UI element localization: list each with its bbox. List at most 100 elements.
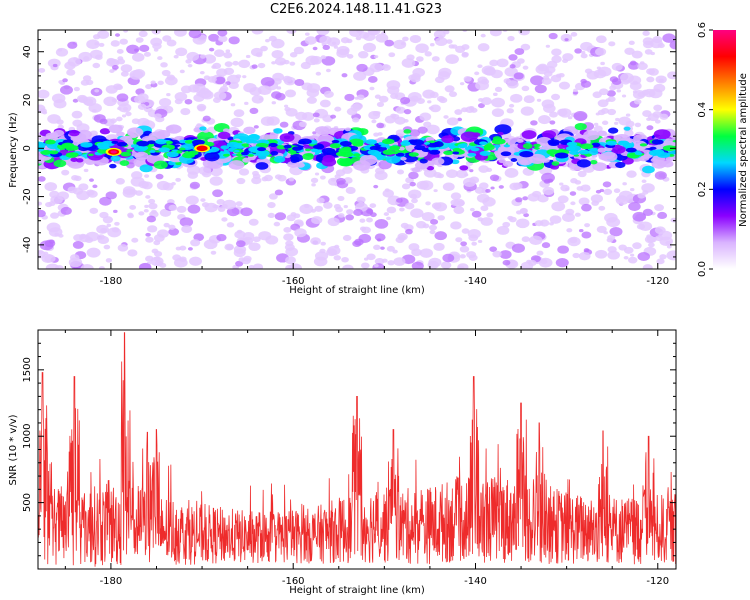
spectrogram-cell [433,202,448,212]
spectrogram-cell [576,159,591,168]
spectrogram-cell [144,174,150,178]
spectrogram-cell [374,233,386,242]
spectrogram-cell [38,250,44,254]
spectrogram-cell [431,56,440,62]
spectrogram-cell [325,68,331,73]
spectrogram-cell [346,54,354,59]
spectrogram-cell [470,147,480,152]
spectrogram-cell [331,139,340,144]
spectrogram-cell [515,218,530,229]
spectrogram-cell [611,78,622,86]
spectrogram-cell [444,85,455,93]
spectrogram-cell [529,235,543,245]
spectrogram-cell [339,141,352,147]
spectrogram-cell [52,63,58,68]
spectrogram-cell [574,180,582,185]
spectrogram-cell [492,92,498,96]
spectrogram-cell [235,74,242,79]
spectrogram-cell [233,149,240,153]
spectrogram-cell [40,149,52,155]
spectrogram-cell [489,59,499,67]
spectrogram-cell [147,225,158,233]
spectrogram-cell [139,164,153,173]
spectrogram-cell [208,33,220,42]
spectrogram-cell [53,159,67,168]
spectrogram-cell [596,225,607,234]
spectrogram-cell [608,127,619,134]
spectrogram-cell [284,104,289,108]
spectrogram-cell [583,248,590,253]
spectrogram-cell [116,93,129,102]
spectrogram-cell [455,45,466,54]
spectrogram-cell [251,64,258,69]
spectrogram-cell [305,153,314,157]
spectrogram-cell [602,181,612,188]
spectrogram-cell [590,159,598,165]
spectrogram-cell [92,62,101,69]
spectrogram-cell [38,67,46,73]
spectrogram-cell [599,188,605,193]
spectrogram-cell [595,112,600,116]
spectrogram-cell [187,247,193,251]
spectrogram-cell [310,148,319,153]
spectrogram-cell [340,37,350,44]
spectrogram-cell [400,96,411,105]
spectrogram-cell [170,182,176,186]
spectrogram-cell [566,228,573,233]
spectrogram-cell [344,93,355,102]
spectrogram-cell [433,189,438,193]
spectrogram-cell [623,126,631,131]
spectrogram-cell [521,236,530,243]
spectrogram-cell [273,221,281,227]
spectrogram-cell [578,251,591,261]
spectrogram-cell [607,96,616,102]
spectrogram-cell [496,225,510,235]
spectrogram-cell [147,140,156,145]
spectrogram-cell [44,182,58,192]
spectrogram-cell [57,191,70,200]
spectrogram-cell [232,60,239,66]
spectrogram-cell [542,186,555,196]
spectrogram-cell [558,81,571,90]
spectrogram-cell [523,213,529,218]
spectrogram-cell [603,188,613,196]
spectrogram-cell [166,151,179,158]
spectrogram-cell [478,165,489,173]
spectrogram-cell [54,232,60,237]
spectrogram-cell [111,140,119,144]
spectrogram-cell [592,162,607,172]
spectrogram-cell [122,106,129,111]
spectrogram-cell [549,111,558,118]
spectrogram-cell [616,89,622,93]
spectrogram-cell [176,205,187,213]
spectrogram-cell [57,124,64,130]
spectrogram-cell [419,248,433,258]
spectrogram-cell [70,157,78,162]
spectrogram-cell [646,76,655,83]
spectrogram-cell [72,98,79,103]
spectrogram-cell [600,107,610,114]
spectrogram-cell [625,113,631,117]
spectrogram-cell [319,99,331,108]
spectrogram-cell [480,217,493,226]
spectrogram-cell [375,33,389,43]
spectrogram-cell [82,75,92,82]
spectrogram-cell [116,58,126,65]
spectrogram-cell [223,67,235,76]
spectrogram-cell [102,216,114,224]
spectrogram-cell [319,248,326,254]
spectrogram-cell [565,187,570,191]
spectrogram-cell [226,141,240,148]
spectrogram-cell [226,222,235,228]
spectrogram-cell [283,144,292,149]
spectrogram-cell [541,130,557,139]
spectrogram-cell [411,95,419,101]
spectrogram-frame [37,29,677,270]
spectrogram-cell [537,194,549,203]
spectrogram-cell [61,169,70,176]
spectrogram-cell [131,52,145,62]
spectrogram-cell [228,160,245,170]
spectrogram-cell [110,155,121,162]
spectrogram-cell [188,30,202,39]
snr-x-tick-label: -160 [282,576,305,587]
